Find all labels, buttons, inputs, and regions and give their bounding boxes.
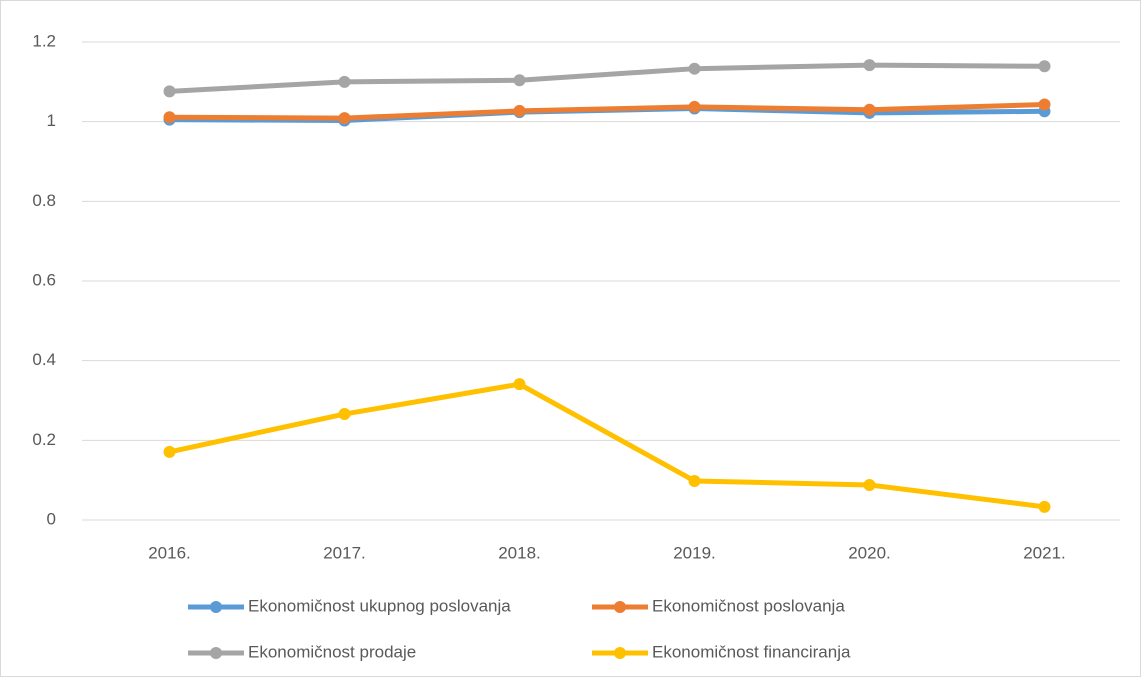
data-point xyxy=(163,445,176,458)
data-point xyxy=(688,100,701,113)
data-point xyxy=(863,478,876,491)
x-tick-label: 2021. xyxy=(1023,543,1066,562)
data-point xyxy=(513,104,526,117)
y-tick-label: 0.6 xyxy=(32,270,56,289)
data-point xyxy=(513,74,526,87)
y-tick-label: 1.2 xyxy=(32,31,56,50)
x-tick-label: 2017. xyxy=(323,543,366,562)
series-line xyxy=(169,102,1045,121)
legend-marker xyxy=(210,647,222,659)
y-tick-label: 0.4 xyxy=(32,350,56,369)
series-line xyxy=(168,381,1045,510)
y-tick-label: 1 xyxy=(47,111,56,130)
data-point xyxy=(863,103,876,116)
y-tick-label: 0.8 xyxy=(32,191,56,210)
x-tick-label: 2019. xyxy=(673,543,716,562)
data-point xyxy=(688,474,701,487)
data-point xyxy=(338,75,351,88)
data-point xyxy=(338,112,351,125)
data-point xyxy=(863,59,876,72)
data-point xyxy=(1038,98,1051,111)
data-point xyxy=(1038,60,1051,73)
legend-marker xyxy=(210,601,222,613)
data-point xyxy=(513,378,526,391)
data-point xyxy=(1038,500,1051,513)
legend-marker xyxy=(614,647,626,659)
legend-label: Ekonomičnost poslovanja xyxy=(652,596,845,615)
data-point xyxy=(338,408,351,421)
x-tick-label: 2020. xyxy=(848,543,891,562)
legend-label: Ekonomičnost financiranja xyxy=(652,642,851,661)
data-point xyxy=(688,62,701,75)
series-line xyxy=(169,62,1045,94)
legend-label: Ekonomičnost ukupnog poslovanja xyxy=(248,596,511,615)
x-tick-label: 2018. xyxy=(498,543,541,562)
y-tick-label: 0.2 xyxy=(32,430,56,449)
legend-label: Ekonomičnost prodaje xyxy=(248,642,416,661)
y-tick-label: 0 xyxy=(47,509,56,528)
data-point xyxy=(163,111,176,124)
legend-marker xyxy=(614,601,626,613)
data-point xyxy=(163,85,176,98)
x-tick-label: 2016. xyxy=(148,543,191,562)
